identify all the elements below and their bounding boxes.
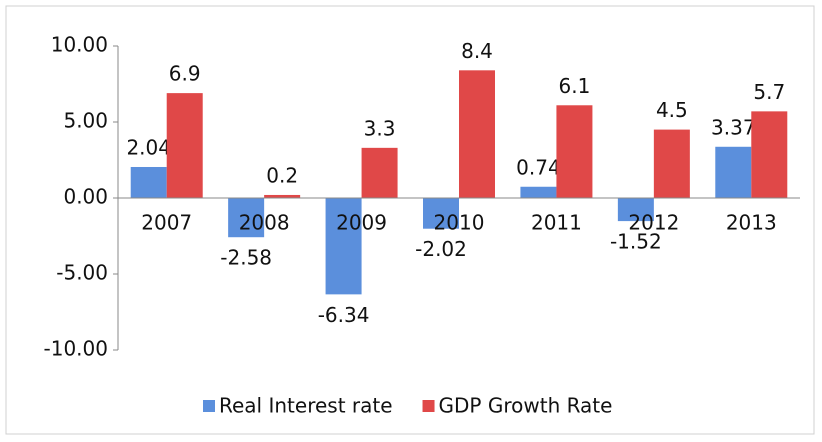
data-label: 5.7: [753, 80, 785, 104]
x-tick-label: 2011: [531, 211, 582, 235]
bar: [130, 166, 167, 198]
chart-border: [5, 5, 815, 435]
data-label: -6.34: [318, 303, 370, 327]
data-label: 4.5: [656, 98, 688, 122]
data-label: -1.52: [610, 230, 662, 254]
data-label: 8.4: [461, 39, 493, 63]
bar: [520, 186, 557, 198]
data-label: 0.74: [516, 155, 561, 179]
bar: [459, 70, 495, 198]
bar: [166, 93, 203, 198]
bar: [325, 198, 362, 295]
legend-swatch: [203, 400, 215, 412]
bar: [617, 198, 654, 222]
bar: [423, 198, 459, 229]
bar: [751, 111, 788, 198]
x-tick-label: 2008: [239, 211, 290, 235]
x-tick-label: 2007: [141, 211, 192, 235]
data-label: -2.02: [415, 237, 467, 261]
bar: [228, 198, 265, 238]
y-tick-label: 0.00: [63, 185, 108, 209]
x-tick-label: 2009: [336, 211, 387, 235]
data-label: 6.9: [169, 62, 201, 86]
legend-swatch: [422, 400, 435, 412]
data-label: 3.37: [711, 115, 756, 139]
x-tick-label: 2012: [628, 211, 679, 235]
bar: [361, 147, 398, 198]
y-tick-label: -5.00: [56, 261, 108, 285]
bar: [264, 194, 301, 198]
data-label: 2.04: [126, 135, 171, 159]
x-tick-label: 2013: [726, 211, 777, 235]
data-label: 3.3: [364, 116, 396, 140]
bar: [556, 105, 593, 198]
y-tick-label: 10.00: [51, 33, 108, 57]
legend-label: GDP Growth Rate: [439, 394, 613, 418]
bar: [715, 146, 752, 198]
x-tick-label: 2010: [434, 211, 485, 235]
bar: [653, 129, 690, 198]
data-label: 0.2: [266, 163, 298, 187]
y-tick-label: -10.00: [44, 337, 108, 361]
y-tick-label: 5.00: [63, 109, 108, 133]
data-label: -2.58: [220, 246, 272, 270]
legend-label: Real Interest rate: [219, 394, 393, 418]
data-label: 6.1: [559, 74, 591, 98]
